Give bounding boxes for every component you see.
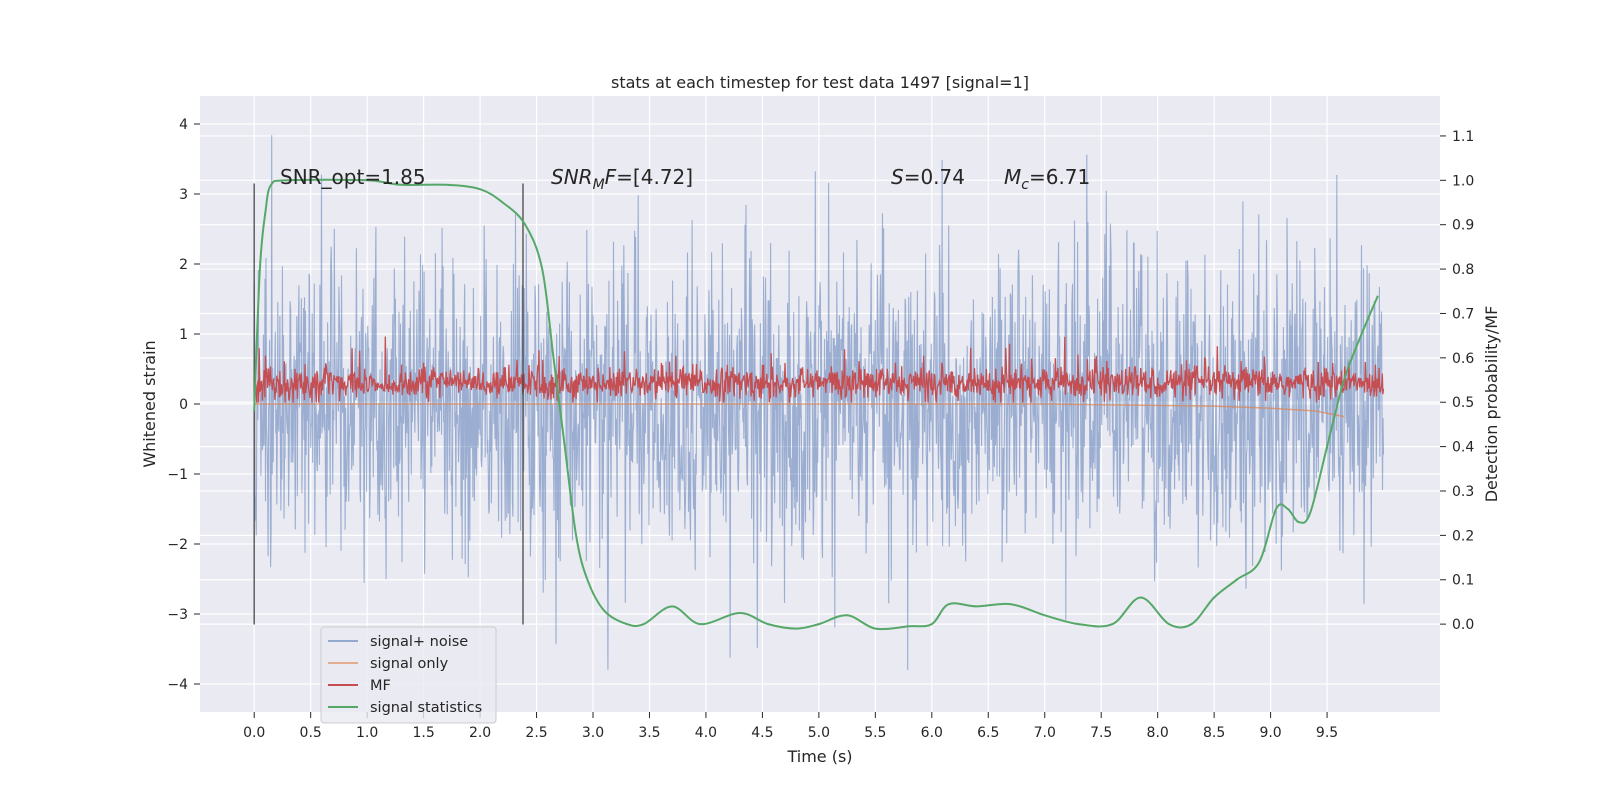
y-tick-label: −3 bbox=[167, 607, 188, 623]
series-signal-only bbox=[254, 403, 1345, 418]
y-tick-label: 2 bbox=[179, 257, 188, 273]
y-tick-label: 3 bbox=[179, 187, 188, 203]
y-axis-right-label: Detection probability/MF bbox=[1482, 306, 1501, 503]
y-right-tick-label: 0.5 bbox=[1452, 395, 1474, 411]
y-tick-label: −4 bbox=[167, 677, 188, 693]
series-mf bbox=[253, 336, 1385, 403]
annotation-snr-opt: SNR_opt=1.85 bbox=[280, 165, 426, 189]
x-tick-label: 1.0 bbox=[356, 725, 378, 741]
x-tick-label: 5.5 bbox=[864, 725, 886, 741]
legend: signal+ noise signal only MF signal stat… bbox=[320, 626, 497, 724]
x-tick-label: 9.5 bbox=[1316, 725, 1338, 741]
y-tick-label: 0 bbox=[179, 397, 188, 413]
x-tick-label: 7.5 bbox=[1090, 725, 1112, 741]
y-tick-label: −1 bbox=[167, 467, 188, 483]
y-tick-label: −2 bbox=[167, 537, 188, 553]
y-axis-label: Whitened strain bbox=[140, 340, 159, 467]
x-tick-label: 8.5 bbox=[1203, 725, 1225, 741]
y-right-tick-label: 0.4 bbox=[1452, 440, 1474, 456]
y-right-tick-label: 0.8 bbox=[1452, 262, 1474, 278]
y-right-tick-label: 0.9 bbox=[1452, 218, 1474, 234]
y-right-tick-label: 0.6 bbox=[1452, 351, 1474, 367]
x-tick-label: 8.0 bbox=[1147, 725, 1169, 741]
annotation-snr-mf: SNRMF=[4.72] bbox=[551, 165, 693, 193]
y-tick-label: 1 bbox=[179, 327, 188, 343]
legend-label-signal-only: signal only bbox=[370, 656, 449, 672]
y-right-tick-label: 0.7 bbox=[1452, 306, 1474, 322]
series-signal-statistics bbox=[253, 178, 1379, 631]
y-right-tick-label: 1.0 bbox=[1452, 173, 1474, 189]
x-tick-label: 2.0 bbox=[469, 725, 491, 741]
grid bbox=[200, 96, 1440, 712]
x-tick-label: 3.0 bbox=[582, 725, 604, 741]
x-axis-label: Time (s) bbox=[786, 747, 852, 766]
y-right-tick-label: 0.2 bbox=[1452, 528, 1474, 544]
series-signal-noise bbox=[253, 135, 1385, 671]
x-tick-label: 9.0 bbox=[1259, 725, 1281, 741]
x-tick-label: 4.5 bbox=[751, 725, 773, 741]
y-right-tick-label: 0.0 bbox=[1452, 617, 1474, 633]
x-tick-label: 5.0 bbox=[808, 725, 830, 741]
legend-box bbox=[320, 626, 497, 724]
y-right-tick-label: 0.1 bbox=[1452, 573, 1474, 589]
data-layer bbox=[253, 135, 1385, 671]
chart-title: stats at each timestep for test data 149… bbox=[611, 73, 1029, 92]
legend-label-signal-noise: signal+ noise bbox=[370, 634, 468, 650]
x-tick-label: 6.0 bbox=[921, 725, 943, 741]
x-tick-label: 0.0 bbox=[243, 725, 265, 741]
y-tick-label: 4 bbox=[179, 117, 188, 133]
x-tick-label: 2.5 bbox=[525, 725, 547, 741]
x-tick-label: 7.0 bbox=[1034, 725, 1056, 741]
ticks: 4 3 2 1 0 −1 −2 −3 −4 1.1 1.0 0.9 0.8 0.7 0.6 0.5 0.4 0.3… bbox=[167, 117, 1474, 741]
x-tick-label: 0.5 bbox=[300, 725, 322, 741]
x-tick-label: 4.0 bbox=[695, 725, 717, 741]
y-right-tick-label: 0.3 bbox=[1452, 484, 1474, 500]
y-right-tick-label: 1.1 bbox=[1452, 129, 1474, 145]
x-tick-label: 6.5 bbox=[977, 725, 999, 741]
legend-label-mf: MF bbox=[370, 678, 391, 694]
annotation-mc: Mc=6.71 bbox=[1004, 165, 1090, 193]
x-tick-label: 1.5 bbox=[412, 725, 434, 741]
annotation-s: S=0.74 bbox=[891, 165, 965, 189]
legend-label-signal-statistics: signal statistics bbox=[370, 700, 482, 716]
x-tick-label: 3.5 bbox=[638, 725, 660, 741]
